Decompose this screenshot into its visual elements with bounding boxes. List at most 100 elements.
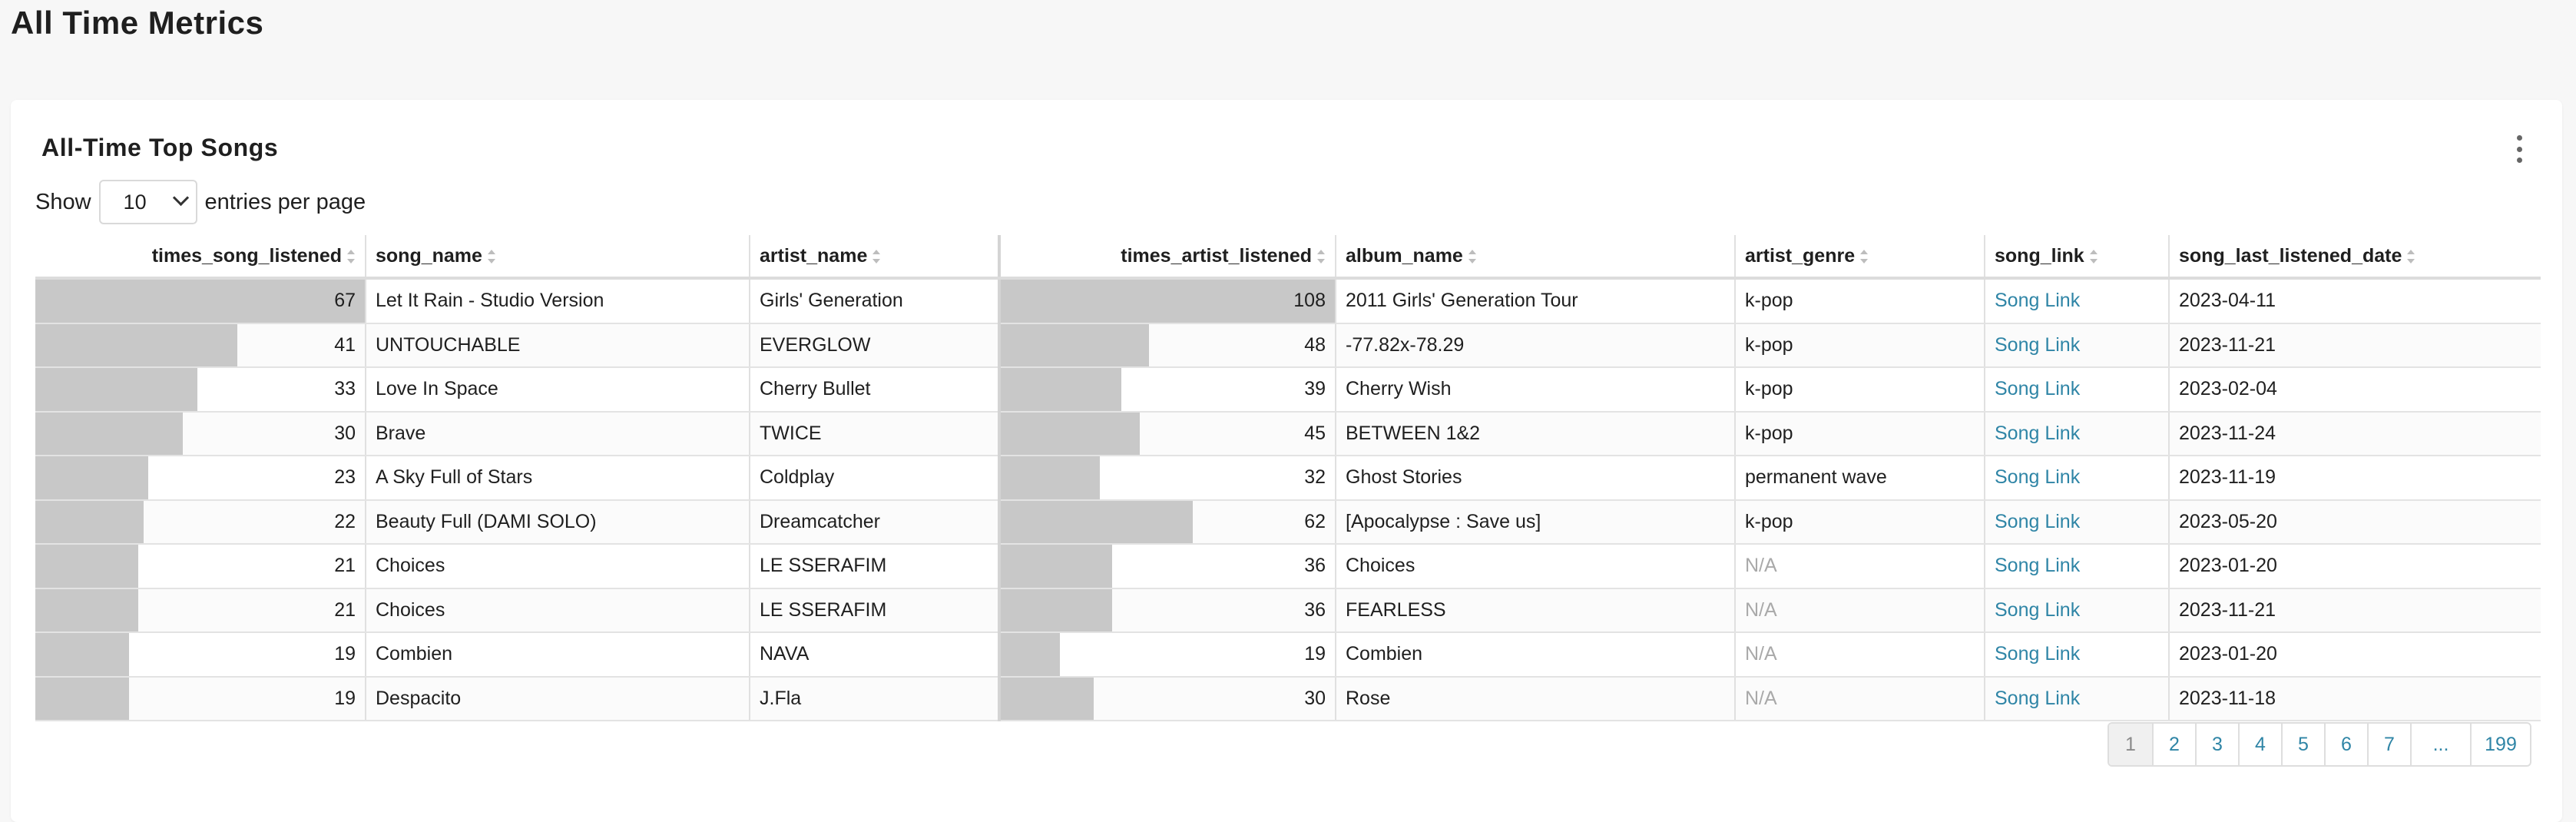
cell-song-last-listened-date: 2023-11-21 — [2168, 588, 2541, 633]
cell-album-name: Combien — [1335, 632, 1735, 678]
cell-times-artist-listened: 45 — [998, 411, 1336, 456]
column-header-times-song-listened[interactable]: times_song_listened — [35, 235, 366, 280]
column-header-album-name[interactable]: album_name — [1335, 235, 1735, 280]
cell-times-song-listened: 23 — [35, 456, 366, 501]
cell-artist-name: TWICE — [749, 411, 999, 456]
card-title: All-Time Top Songs — [41, 134, 279, 161]
pagination-page-2[interactable]: 2 — [2152, 724, 2195, 765]
cell-song-name: Love In Space — [365, 367, 750, 413]
sort-icon — [487, 249, 496, 264]
pagination-page-3[interactable]: 3 — [2195, 724, 2238, 765]
cell-song-name: Brave — [365, 411, 750, 456]
cell-text: 21 — [334, 598, 356, 621]
pagination-page-1[interactable]: 1 — [2109, 724, 2152, 765]
pagination-page-7[interactable]: 7 — [2367, 724, 2410, 765]
value-bar — [35, 323, 237, 366]
cell-song-link[interactable]: Song Link — [1984, 411, 2169, 456]
cell-song-link[interactable]: Song Link — [1984, 588, 2169, 633]
cell-text: 2023-11-18 — [2179, 687, 2276, 709]
cell-text: permanent wave — [1745, 466, 1887, 489]
entries-suffix-label: entries per page — [204, 189, 366, 214]
value-bar — [1002, 323, 1150, 366]
cell-song-link[interactable]: Song Link — [1984, 544, 2169, 589]
column-header-song-name[interactable]: song_name — [365, 235, 750, 280]
cell-times-artist-listened: 108 — [998, 278, 1336, 324]
cell-song-link[interactable]: Song Link — [1984, 367, 2169, 413]
cell-album-name: -77.82x-78.29 — [1335, 323, 1735, 368]
sort-icon — [2406, 249, 2415, 264]
song-link[interactable]: Song Link — [1995, 466, 2081, 489]
song-link[interactable]: Song Link — [1995, 555, 2081, 577]
cell-times-song-listened: 19 — [35, 676, 366, 721]
column-header-song-link[interactable]: song_link — [1984, 235, 2169, 280]
cell-text: 2023-11-19 — [2179, 466, 2276, 489]
table-row: 33 Love In Space Cherry Bullet 39 Cherry Wis… — [35, 367, 2541, 413]
cell-text: k-pop — [1745, 290, 1793, 312]
sort-icon — [1316, 249, 1326, 264]
cell-text: NAVA — [760, 643, 810, 665]
song-link[interactable]: Song Link — [1995, 687, 2081, 709]
table-row: 21 Choices LE SSERAFIM 36 Choices N/A Song Lin… — [35, 544, 2541, 589]
pagination-page-199[interactable]: 199 — [2470, 724, 2530, 765]
cell-artist-genre: N/A — [1734, 632, 1985, 678]
song-link[interactable]: Song Link — [1995, 290, 2081, 312]
cell-text: 19 — [1304, 643, 1326, 665]
cell-song-name: UNTOUCHABLE — [365, 323, 750, 368]
cell-song-last-listened-date: 2023-04-11 — [2168, 278, 2541, 324]
cell-text: [Apocalypse : Save us] — [1346, 510, 1541, 532]
cell-times-song-listened: 21 — [35, 588, 366, 633]
pagination-page-4[interactable]: 4 — [2238, 724, 2281, 765]
cell-song-link[interactable]: Song Link — [1984, 676, 2169, 721]
cell-times-artist-listened: 39 — [998, 367, 1336, 413]
cell-text: 23 — [334, 466, 356, 489]
more-options-icon[interactable] — [2513, 135, 2525, 163]
cell-song-link[interactable]: Song Link — [1984, 632, 2169, 678]
cell-text: 33 — [334, 378, 356, 400]
cell-song-link[interactable]: Song Link — [1984, 456, 2169, 501]
cell-song-last-listened-date: 2023-11-19 — [2168, 456, 2541, 501]
cell-text: Let It Rain - Studio Version — [376, 290, 604, 312]
song-link[interactable]: Song Link — [1995, 378, 2081, 400]
sort-icon — [1859, 249, 1869, 264]
entries-per-page-select[interactable]: 10 — [98, 180, 197, 224]
cell-album-name: 2011 Girls' Generation Tour — [1335, 278, 1735, 324]
value-bar — [1002, 633, 1060, 675]
cell-artist-name: J.Fla — [749, 676, 999, 721]
song-link[interactable]: Song Link — [1995, 333, 2081, 356]
sort-icon — [1468, 249, 1477, 264]
cell-times-artist-listened: 19 — [998, 632, 1336, 678]
cell-text: Ghost Stories — [1346, 466, 1462, 489]
column-header-song-last-listened-date[interactable]: song_last_listened_date — [2168, 235, 2541, 280]
cell-times-song-listened: 33 — [35, 367, 366, 413]
cell-artist-genre: N/A — [1734, 588, 1985, 633]
song-link[interactable]: Song Link — [1995, 422, 2081, 444]
cell-times-song-listened: 41 — [35, 323, 366, 368]
cell-song-link[interactable]: Song Link — [1984, 499, 2169, 545]
cell-song-link[interactable]: Song Link — [1984, 278, 2169, 324]
value-bar — [35, 412, 184, 455]
cell-text: 45 — [1304, 422, 1326, 444]
cell-text: 30 — [334, 422, 356, 444]
column-header-times-artist-listened[interactable]: times_artist_listened — [998, 235, 1336, 280]
cell-text: Coldplay — [760, 466, 835, 489]
column-header-artist-name[interactable]: artist_name — [749, 235, 999, 280]
song-link[interactable]: Song Link — [1995, 643, 2081, 665]
value-bar — [35, 500, 144, 543]
cell-times-artist-listened: 62 — [998, 499, 1336, 545]
cell-song-link[interactable]: Song Link — [1984, 323, 2169, 368]
pagination-page-5[interactable]: 5 — [2281, 724, 2324, 765]
song-link[interactable]: Song Link — [1995, 510, 2081, 532]
song-link[interactable]: Song Link — [1995, 598, 2081, 621]
column-header-artist-genre[interactable]: artist_genre — [1734, 235, 1985, 280]
cell-text: 19 — [334, 687, 356, 709]
page-title: All Time Metrics — [11, 5, 264, 41]
cell-times-artist-listened: 36 — [998, 588, 1336, 633]
cell-artist-genre: N/A — [1734, 676, 1985, 721]
cell-text: 2023-11-21 — [2179, 598, 2276, 621]
cell-text: N/A — [1745, 687, 1777, 709]
cell-song-last-listened-date: 2023-01-20 — [2168, 544, 2541, 589]
sort-icon — [346, 249, 356, 264]
cell-song-name: A Sky Full of Stars — [365, 456, 750, 501]
value-bar — [35, 368, 198, 410]
pagination-page-6[interactable]: 6 — [2324, 724, 2367, 765]
